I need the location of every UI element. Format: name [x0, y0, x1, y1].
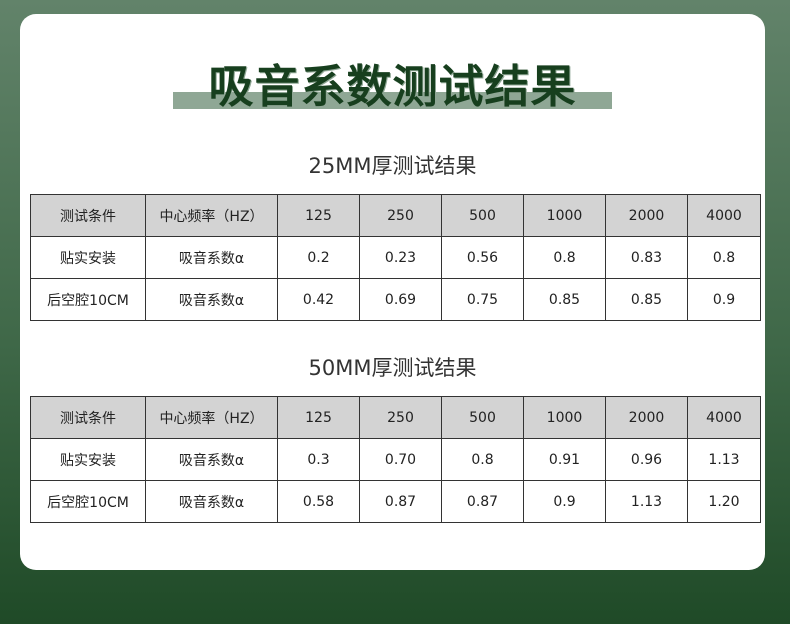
table-row-cell: 吸音系数α — [145, 236, 278, 279]
table-row-cell: 1.13 — [687, 438, 761, 481]
table-header-row-cell: 250 — [359, 194, 442, 237]
table-header-row-cell: 125 — [277, 396, 360, 439]
table-row-cell: 1.20 — [687, 480, 761, 523]
table-row-cell: 0.58 — [277, 480, 360, 523]
table-row-cell: 0.85 — [605, 278, 688, 321]
table-row-cell: 0.9 — [523, 480, 606, 523]
content-card: 吸音系数测试结果 25MM厚测试结果 测试条件 中心频率（HZ） 125 250 500… — [20, 14, 765, 570]
table-row-cell: 吸音系数α — [145, 438, 278, 481]
table-row: 后空腔10CM 吸音系数α 0.42 0.69 0.75 0.85 0.85 0.9 — [30, 278, 761, 321]
table-row-cell: 0.8 — [441, 438, 524, 481]
table-row-cell: 0.56 — [441, 236, 524, 279]
table-row-cell: 贴实安装 — [30, 438, 146, 481]
table-row-cell: 后空腔10CM — [30, 480, 146, 523]
table-row-cell: 1.13 — [605, 480, 688, 523]
table-row-cell: 0.42 — [277, 278, 360, 321]
table-row-cell: 0.8 — [687, 236, 761, 279]
table-header-row-cell: 测试条件 — [30, 194, 146, 237]
table-row: 后空腔10CM 吸音系数α 0.58 0.87 0.87 0.9 1.13 1.20 — [30, 480, 761, 523]
table-row-cell: 后空腔10CM — [30, 278, 146, 321]
table-row-cell: 0.91 — [523, 438, 606, 481]
table-row-cell: 0.23 — [359, 236, 442, 279]
table-row-cell: 贴实安装 — [30, 236, 146, 279]
table-row-cell: 吸音系数α — [145, 480, 278, 523]
table-header-row-cell: 中心频率（HZ） — [145, 396, 278, 439]
table-row-cell: 吸音系数α — [145, 278, 278, 321]
table-row-cell: 0.2 — [277, 236, 360, 279]
table-header-row-cell: 1000 — [523, 396, 606, 439]
table-row-cell: 0.85 — [523, 278, 606, 321]
table-header-row-cell: 4000 — [687, 396, 761, 439]
table-row-cell: 0.70 — [359, 438, 442, 481]
table-row-cell: 0.9 — [687, 278, 761, 321]
table-header-row-cell: 500 — [441, 396, 524, 439]
table-header-row-cell: 中心频率（HZ） — [145, 194, 278, 237]
table-row-cell: 0.83 — [605, 236, 688, 279]
table-header-row-cell: 1000 — [523, 194, 606, 237]
results-table-50mm: 测试条件 中心频率（HZ） 125 250 500 1000 2000 4000 贴实安装 吸音系… — [30, 396, 761, 523]
page-title: 吸音系数测试结果 — [208, 60, 577, 113]
table-header-row: 测试条件 中心频率（HZ） 125 250 500 1000 2000 4000 — [30, 396, 761, 439]
results-table-25mm: 测试条件 中心频率（HZ） 125 250 500 1000 2000 4000 贴实安装 吸音系… — [30, 194, 761, 321]
table-row-cell: 0.69 — [359, 278, 442, 321]
table-header-row-cell: 4000 — [687, 194, 761, 237]
table-row: 贴实安装 吸音系数α 0.3 0.70 0.8 0.91 0.96 1.13 — [30, 438, 761, 481]
table-header-row-cell: 2000 — [605, 396, 688, 439]
table-header-row-cell: 125 — [277, 194, 360, 237]
table-2-subtitle: 50MM厚测试结果 — [308, 356, 477, 380]
table-row: 贴实安装 吸音系数α 0.2 0.23 0.56 0.8 0.83 0.8 — [30, 236, 761, 279]
table-header-row-cell: 测试条件 — [30, 396, 146, 439]
table-header-row-cell: 250 — [359, 396, 442, 439]
table-header-row: 测试条件 中心频率（HZ） 125 250 500 1000 2000 4000 — [30, 194, 761, 237]
table-row-cell: 0.75 — [441, 278, 524, 321]
table-1-subtitle: 25MM厚测试结果 — [308, 154, 477, 178]
table-header-row-cell: 500 — [441, 194, 524, 237]
table-row-cell: 0.8 — [523, 236, 606, 279]
table-row-cell: 0.3 — [277, 438, 360, 481]
table-row-cell: 0.87 — [441, 480, 524, 523]
table-header-row-cell: 2000 — [605, 194, 688, 237]
title-underline-bar — [173, 92, 612, 109]
table-row-cell: 0.96 — [605, 438, 688, 481]
table-row-cell: 0.87 — [359, 480, 442, 523]
